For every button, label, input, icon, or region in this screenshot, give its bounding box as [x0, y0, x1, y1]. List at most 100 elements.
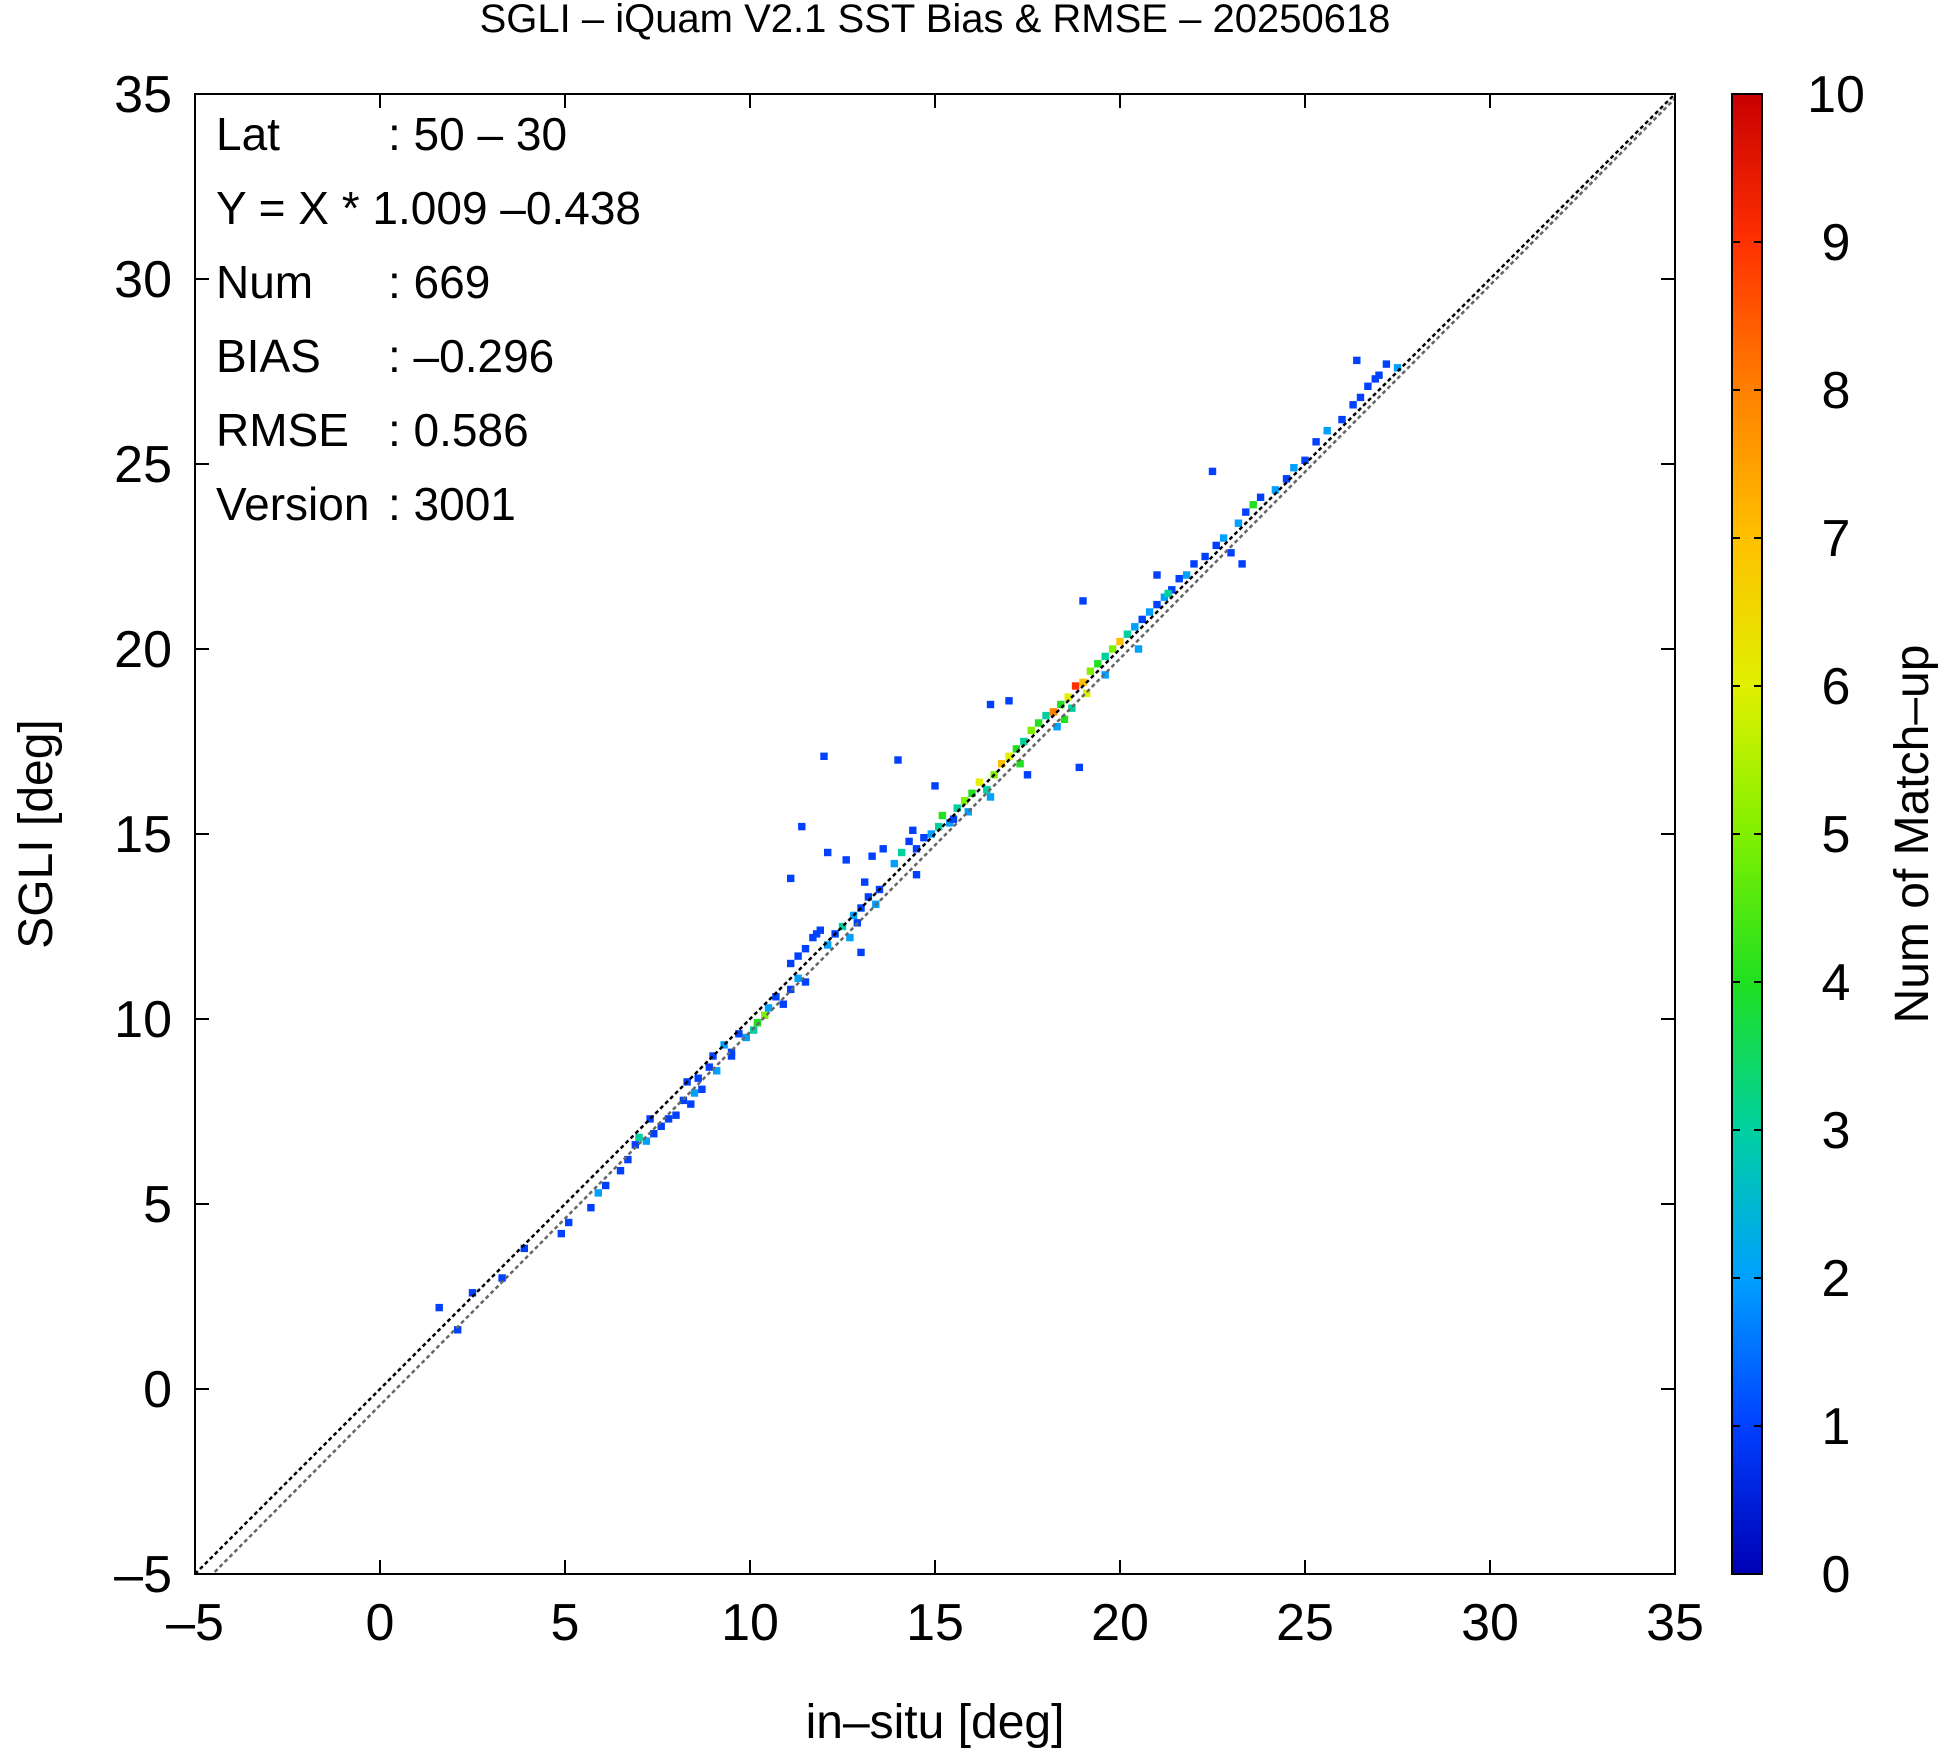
y-tick-label: 20 — [114, 621, 172, 679]
heatmap-cell — [1182, 571, 1191, 579]
x-tick-label: 0 — [366, 1594, 395, 1652]
heatmap-cell — [986, 700, 995, 709]
heatmap-cell — [1086, 667, 1095, 675]
colorbar-tick-label: 6 — [1822, 658, 1851, 716]
x-tick-label: 25 — [1276, 1594, 1334, 1652]
colorbar-tick-label: 5 — [1822, 806, 1851, 864]
heatmap-cell — [1131, 623, 1139, 631]
heatmap-cell — [713, 1067, 721, 1075]
x-tick-label: –5 — [166, 1594, 224, 1652]
heatmap-cell — [642, 1137, 651, 1145]
heatmap-cell — [672, 1111, 680, 1119]
heatmap-cell — [1153, 600, 1161, 609]
heatmap-cell — [1201, 552, 1209, 561]
heatmap-cell — [801, 945, 810, 953]
heatmap-cell — [949, 815, 958, 823]
stat-key: Num — [216, 256, 313, 308]
heatmap-cell — [720, 1041, 728, 1049]
x-tick-label: 15 — [906, 1594, 964, 1652]
heatmap-cell — [1190, 560, 1198, 568]
heatmap-cell — [912, 871, 921, 879]
x-tick-label: 10 — [721, 1594, 779, 1652]
x-tick-label: 20 — [1091, 1594, 1149, 1652]
heatmap-cell — [587, 1204, 595, 1212]
y-tick-label: –5 — [114, 1546, 172, 1604]
colorbar-tick-label: 9 — [1822, 214, 1851, 272]
heatmap-cell — [602, 1181, 610, 1190]
heatmap-cell — [1020, 737, 1028, 746]
heatmap-cell — [657, 1122, 665, 1130]
colorbar-tick-label: 0 — [1822, 1546, 1851, 1604]
heatmap-cell — [616, 1167, 625, 1175]
heatmap-cell — [750, 1026, 758, 1034]
heatmap-cell — [920, 834, 928, 842]
heatmap-cell — [1271, 486, 1280, 494]
x-tick-label: 35 — [1646, 1594, 1704, 1652]
heatmap-cell — [779, 1000, 787, 1008]
heatmap-cell — [690, 1089, 699, 1097]
heatmap-cell — [735, 1030, 743, 1038]
heatmap-cell — [1049, 708, 1058, 716]
heatmap-cell — [698, 1085, 706, 1093]
colorbar-tick-label: 2 — [1822, 1250, 1851, 1308]
heatmap-cell — [1212, 541, 1220, 550]
heatmap-cell — [1042, 711, 1050, 720]
heatmap-cell — [557, 1229, 565, 1238]
heatmap-cell — [1083, 689, 1091, 698]
heatmap-cell — [664, 1115, 673, 1123]
regression-line — [210, 97, 1675, 1574]
heatmap-cell — [1005, 697, 1013, 705]
heatmap-cell — [909, 826, 917, 834]
heatmap-cell — [772, 993, 780, 1001]
heatmap-cell — [631, 1141, 639, 1149]
heatmap-cell — [1094, 660, 1102, 668]
heatmap-cell — [694, 1074, 702, 1082]
heatmap-cell — [898, 848, 906, 857]
heatmap-cell — [1064, 693, 1072, 701]
heatmap-cell — [727, 1052, 736, 1060]
heatmap-cell — [1249, 501, 1257, 509]
heatmap-cell — [912, 845, 921, 853]
heatmap-cell — [938, 811, 947, 820]
heatmap-cell — [1290, 464, 1298, 472]
heatmap-cell — [454, 1326, 462, 1334]
heatmap-cell — [1034, 719, 1043, 727]
stats-annotation: Lat: 50 – 30 Y = X * 1.009 –0.438 Num: 669… — [216, 108, 641, 530]
heatmap-cell — [794, 952, 802, 960]
heatmap-cell — [1164, 589, 1172, 598]
heatmap-cell — [997, 760, 1006, 768]
colorbar-tick-label: 3 — [1822, 1102, 1851, 1160]
heatmap-cell — [879, 845, 887, 853]
heatmap-cell — [764, 1004, 773, 1012]
heatmap-cell — [1075, 763, 1083, 772]
stat-value: : –0.296 — [388, 330, 554, 382]
one-to-one-line — [195, 94, 1675, 1574]
heatmap-cell — [798, 822, 806, 831]
chart-title: SGLI – iQuam V2.1 SST Bias & RMSE – 2025… — [480, 0, 1391, 41]
heatmap-cell — [1234, 519, 1243, 527]
heatmap-cell — [498, 1274, 506, 1282]
heatmap-cell — [709, 1052, 717, 1060]
colorbar-label: Num of Match–up — [1886, 645, 1939, 1024]
heatmap-cell — [927, 830, 935, 838]
heatmap-cell — [1301, 456, 1309, 464]
heatmap-cell — [824, 941, 832, 949]
heatmap-cell — [1101, 652, 1109, 661]
colorbar-tick-label: 1 — [1822, 1398, 1851, 1456]
heatmap-cell — [687, 1100, 695, 1108]
heatmap-cell — [846, 933, 854, 942]
heatmap-cell — [1134, 645, 1143, 653]
heatmap-cell — [594, 1189, 602, 1197]
heatmap-cell — [435, 1303, 443, 1312]
heatmap-cell — [1079, 597, 1087, 605]
heatmap-cell — [812, 930, 821, 938]
heatmap-cell — [761, 1011, 769, 1019]
stat-value: : 50 – 30 — [388, 108, 567, 160]
heatmap-cell — [1323, 427, 1331, 435]
heatmap-cell — [1371, 375, 1379, 383]
heatmap-cell — [1068, 704, 1076, 712]
y-tick-label: 0 — [143, 1361, 172, 1419]
stat-key: Y = X * 1.009 –0.438 — [216, 182, 641, 234]
colorbar-tick-label: 4 — [1822, 954, 1851, 1012]
y-tick-label: 35 — [114, 66, 172, 124]
